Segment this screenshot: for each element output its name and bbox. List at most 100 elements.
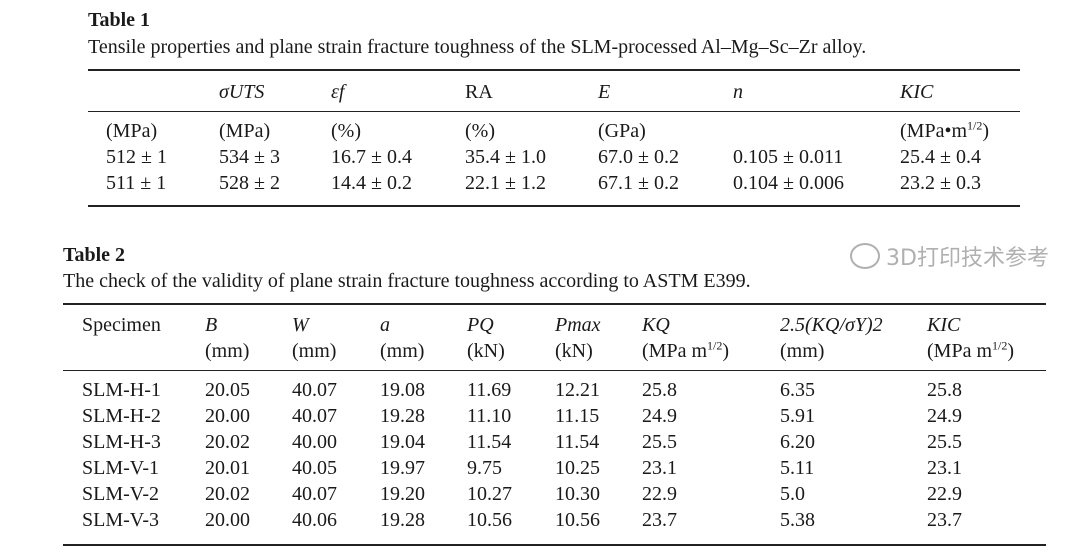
table2-cell: 22.9 (927, 483, 962, 505)
table1-cell: 528 ± 2 (219, 172, 280, 194)
table1-top-rule (88, 69, 1020, 71)
table2-cell: 20.02 (205, 483, 250, 505)
table1-column-header: n (733, 81, 743, 103)
table1-cell: 16.7 ± 0.4 (331, 146, 412, 168)
table2-cell: SLM-V-3 (82, 509, 160, 531)
table2-cell: 40.07 (292, 483, 337, 505)
table1-unit: (GPa) (598, 120, 646, 142)
table2-column-header: PQ (467, 314, 494, 336)
table2-cell: 23.1 (642, 457, 677, 479)
table2-cell: 40.05 (292, 457, 337, 479)
table2-cell: 10.25 (555, 457, 600, 479)
table2-cell: 20.02 (205, 431, 250, 453)
table2-cell: 23.1 (927, 457, 962, 479)
table2-cell: SLM-H-2 (82, 405, 161, 427)
table2-cell: SLM-V-2 (82, 483, 160, 505)
table2-top-rule (63, 303, 1046, 305)
table2-mid-rule (63, 370, 1046, 371)
table2-cell: 20.00 (205, 509, 250, 531)
table2-cell: 19.97 (380, 457, 425, 479)
table2-cell: 20.00 (205, 405, 250, 427)
table2-cell: 24.9 (927, 405, 962, 427)
table2-cell: 25.8 (642, 379, 677, 401)
table2-unit: (kN) (555, 340, 593, 362)
table1-cell: 23.2 ± 0.3 (900, 172, 981, 194)
table1-cell: 67.1 ± 0.2 (598, 172, 679, 194)
table2-unit: (MPa m1/2) (642, 338, 730, 362)
table2-cell: 10.56 (467, 509, 512, 531)
table2-column-header: KIC (927, 314, 961, 336)
table1-mid-rule (88, 111, 1020, 112)
table2-cell: 20.05 (205, 379, 250, 401)
table2-cell: 11.54 (467, 431, 512, 453)
table1-cell: 35.4 ± 1.0 (465, 146, 546, 168)
table1-cell: 0.104 ± 0.006 (733, 172, 844, 194)
table2-column-header: KQ (642, 314, 670, 336)
table2-cell: 12.21 (555, 379, 600, 401)
table2-cell: 10.27 (467, 483, 512, 505)
table1-cell: 22.1 ± 1.2 (465, 172, 546, 194)
table2-cell: 25.5 (927, 431, 962, 453)
table2-cell: 9.75 (467, 457, 502, 479)
table1-cell: 511 ± 1 (106, 172, 167, 194)
table2-caption: The check of the validity of plane strai… (63, 270, 751, 292)
table1-cell: 534 ± 3 (219, 146, 280, 168)
table2-cell: 10.56 (555, 509, 600, 531)
table2-cell: 22.9 (642, 483, 677, 505)
table2-cell: 40.00 (292, 431, 337, 453)
table2-label: Table 2 (63, 244, 126, 266)
table2-cell: 19.28 (380, 509, 425, 531)
table2-cell: 11.10 (467, 405, 512, 427)
table1-unit: (MPa) (106, 120, 158, 142)
table1-column-header: σUTS (219, 81, 265, 103)
table2-cell: 11.54 (555, 431, 600, 453)
table2-cell: 11.15 (555, 405, 600, 427)
table2-unit: (mm) (292, 340, 337, 362)
table2-cell: 5.38 (780, 509, 815, 531)
table1-column-header: RA (465, 81, 493, 103)
table2-cell: 5.91 (780, 405, 815, 427)
table2-unit: (mm) (205, 340, 250, 362)
table2-cell: 19.04 (380, 431, 425, 453)
table2-cell: 11.69 (467, 379, 512, 401)
table2-cell: SLM-V-1 (82, 457, 160, 479)
table1-bottom-rule (88, 205, 1020, 207)
chat-bubble-icon (850, 243, 880, 269)
table1-unit: (MPa) (219, 120, 271, 142)
table1-label: Table 1 (88, 9, 151, 31)
table2-cell: 5.0 (780, 483, 805, 505)
table2-cell: SLM-H-1 (82, 379, 161, 401)
table1-cell: 0.105 ± 0.011 (733, 146, 844, 168)
table1-column-header: KIC (900, 81, 934, 103)
table2-cell: 40.07 (292, 379, 337, 401)
table2-column-header: Pmax (555, 314, 601, 336)
table2-column-header: W (292, 314, 309, 336)
table2-column-header: a (380, 314, 390, 336)
table2-cell: 6.35 (780, 379, 815, 401)
table2-cell: 24.9 (642, 405, 677, 427)
table1-cell: 67.0 ± 0.2 (598, 146, 679, 168)
table1-unit: (%) (331, 120, 361, 142)
table2-unit: (MPa m1/2) (927, 338, 1015, 362)
table2-cell: 25.5 (642, 431, 677, 453)
table2-bottom-rule (63, 544, 1046, 546)
table2-cell: 40.07 (292, 405, 337, 427)
table1-unit: (MPa•m1/2) (900, 118, 990, 142)
table2-unit: (kN) (467, 340, 505, 362)
table1-column-header: εf (331, 81, 345, 103)
table2-cell: 19.28 (380, 405, 425, 427)
table2-cell: 25.8 (927, 379, 962, 401)
table1-cell: 512 ± 1 (106, 146, 167, 168)
table2-unit: (mm) (380, 340, 425, 362)
table1-unit: (%) (465, 120, 495, 142)
table2-unit: (mm) (780, 340, 825, 362)
table2-cell: 5.11 (780, 457, 815, 479)
table2-cell: 23.7 (927, 509, 962, 531)
table2-column-header: Specimen (82, 314, 161, 336)
table2-cell: 19.08 (380, 379, 425, 401)
table2-cell: 40.06 (292, 509, 337, 531)
table2-cell: 10.30 (555, 483, 600, 505)
table2-column-header: B (205, 314, 218, 336)
table1-cell: 25.4 ± 0.4 (900, 146, 981, 168)
